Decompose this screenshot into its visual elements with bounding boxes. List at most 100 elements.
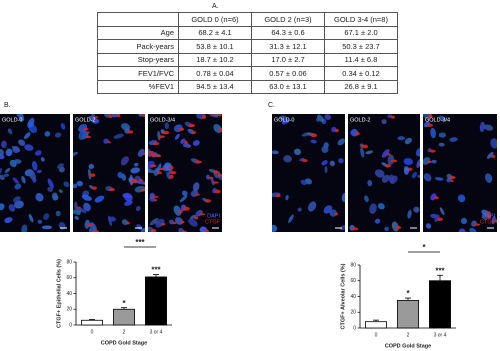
nucleus [108, 216, 117, 222]
nucleus [317, 114, 325, 123]
ctgf-signal [429, 149, 436, 153]
bracket-label: *** [135, 238, 145, 247]
image-label: GOLD-3/4 [150, 117, 175, 123]
nucleus [164, 122, 170, 130]
micrograph: GOLD-3/4 [148, 114, 222, 232]
nucleus [12, 146, 20, 154]
ctgf-signal [116, 114, 121, 118]
y-axis-label: CTGF+ Alveolar Cells (%) [340, 263, 346, 329]
table-cell: 18.7 ± 10.2 [178, 52, 252, 67]
x-tick-label: 2 [407, 332, 410, 338]
stain-label: DAPI [207, 213, 220, 219]
nucleus [324, 114, 332, 120]
nucleus [130, 167, 141, 174]
table-cell: 0.78 ± 0.04 [178, 66, 252, 81]
significance-label: * [122, 299, 126, 308]
nucleus [81, 194, 92, 201]
nucleus [16, 114, 24, 118]
y-tick-label: 80 [66, 259, 72, 265]
nucleus [387, 154, 395, 166]
ctgf-signal [153, 199, 157, 202]
nucleus [434, 177, 444, 181]
nucleus [365, 150, 373, 155]
nucleus [423, 173, 432, 182]
nucleus [0, 168, 2, 175]
ctgf-signal [126, 221, 130, 225]
nucleus [192, 182, 200, 192]
ctgf-signal [449, 175, 456, 180]
ctgf-signal [194, 216, 199, 220]
ctgf-signal [462, 231, 468, 232]
nucleus [31, 160, 38, 171]
nucleus [18, 139, 26, 146]
ctgf-signal [160, 222, 166, 226]
nucleus [324, 166, 328, 174]
table-cell: %FEV1 [97, 79, 179, 94]
image-label: GOLD-0 [274, 117, 294, 123]
ctgf-signal [436, 217, 443, 222]
ctgf-signal [494, 219, 497, 223]
ctgf-signal [86, 223, 94, 227]
nucleus [337, 138, 345, 146]
table-row: Age 68.2 ± 4.1 64.3 ± 0.6 67.1 ± 2.0 [97, 25, 398, 40]
ctgf-signal [94, 116, 98, 119]
nucleus [430, 127, 436, 139]
ctgf-signal [181, 230, 187, 232]
nucleus [55, 210, 61, 217]
nucleus [137, 148, 145, 157]
ctgf-signal [354, 132, 360, 136]
ctgf-signal [198, 213, 206, 216]
ctgf-signal [390, 159, 398, 163]
ctgf-signal [310, 133, 317, 138]
nucleus [180, 138, 186, 144]
ctgf-signal [142, 152, 145, 156]
nucleus [103, 138, 109, 144]
nucleus [73, 183, 78, 189]
ctgf-signal [334, 212, 339, 216]
ctgf-signal [361, 144, 369, 149]
nucleus [491, 215, 496, 225]
nucleus [120, 156, 129, 166]
ctgf-signal [473, 223, 481, 226]
x-tick-label: 2 [123, 329, 126, 335]
nucleus [7, 128, 13, 135]
nucleus [5, 148, 13, 157]
ctgf-signal [107, 140, 111, 144]
nucleus [404, 137, 412, 145]
nucleus [13, 200, 24, 209]
table-cell: 17.0 ± 2.7 [251, 52, 325, 67]
ctgf-signal [179, 220, 185, 224]
nucleus [374, 169, 385, 178]
ctgf-signal [127, 130, 134, 134]
nucleus [78, 130, 87, 140]
nucleus [79, 207, 87, 214]
y-tick-label: 0 [69, 322, 72, 328]
nucleus [479, 121, 485, 133]
ctgf-signal [486, 211, 491, 216]
nucleus [89, 226, 97, 232]
ctgf-signal [386, 153, 391, 156]
nucleus [178, 227, 185, 232]
y-tick-label: 60 [66, 275, 72, 281]
nucleus [0, 174, 5, 180]
nucleus [73, 152, 79, 157]
ctgf-signal [143, 182, 145, 185]
nucleus [293, 148, 301, 156]
bar [365, 321, 387, 329]
bar [113, 308, 135, 326]
ctgf-signal [218, 127, 222, 132]
panel-label: C. [268, 102, 275, 109]
nucleus [403, 167, 410, 175]
micrograph: GOLD-0 [272, 114, 345, 232]
table-cell: 11.4 ± 6.8 [324, 52, 398, 67]
nucleus [190, 214, 197, 220]
ctgf-signal [184, 140, 188, 144]
table-header: GOLD 0 (n=6) GOLD 2 (n=3) GOLD 3-4 (n=8) [97, 12, 398, 27]
table-cell: 26.8 ± 9.1 [324, 79, 398, 94]
stain-label: CTGF [205, 219, 221, 225]
nucleus [485, 173, 493, 183]
cells [148, 114, 222, 232]
ctgf-signal [218, 114, 222, 117]
